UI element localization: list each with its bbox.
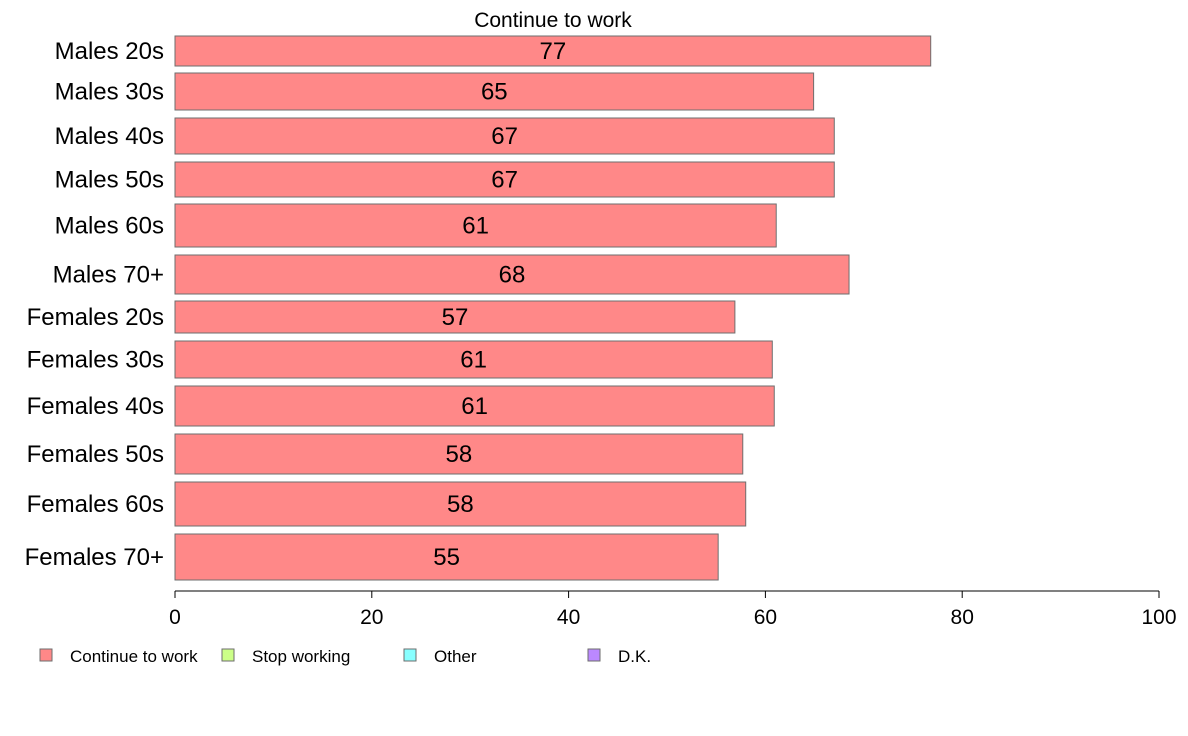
legend-label: Stop working (252, 647, 350, 666)
legend-swatch (221, 648, 235, 662)
bar-value-label: 65 (481, 79, 508, 106)
legend-swatch (403, 648, 417, 662)
legend-swatch (39, 648, 53, 662)
x-tick-label: 20 (360, 606, 383, 629)
category-label: Females 60s (27, 491, 164, 518)
bar (174, 433, 744, 475)
x-tick-label: 0 (169, 606, 181, 629)
bar-value-label: 57 (442, 304, 469, 331)
bars-group: 77 Males 20s 65 Males 30s 67 Males 40s 67 Males… (25, 35, 932, 581)
x-tick-label: 60 (754, 606, 777, 629)
bar-value-label: 68 (499, 262, 526, 289)
bar (174, 117, 835, 155)
category-label: Males 20s (55, 38, 164, 65)
bar (174, 533, 719, 581)
x-tick-label: 40 (557, 606, 580, 629)
bar-value-label: 61 (461, 393, 488, 420)
category-label: Males 40s (55, 123, 164, 150)
category-label: Females 50s (27, 441, 164, 468)
legend-label: D.K. (618, 647, 651, 666)
x-tick-label: 80 (951, 606, 974, 629)
legend-label: Other (434, 647, 477, 666)
bar (174, 300, 736, 334)
bar (174, 35, 932, 67)
bar (174, 254, 850, 295)
bar (174, 340, 773, 379)
category-label: Females 70+ (25, 544, 164, 571)
bar-value-label: 67 (491, 123, 518, 150)
bar-value-label: 61 (460, 347, 487, 374)
legend: Continue to work Stop working Other D.K. (39, 647, 651, 666)
bar-value-label: 61 (462, 213, 489, 240)
bar (174, 161, 835, 198)
bar (174, 481, 747, 527)
x-tick-label: 100 (1141, 606, 1176, 629)
category-label: Females 40s (27, 393, 164, 420)
category-label: Males 50s (55, 167, 164, 194)
bar-value-label: 77 (540, 38, 567, 65)
bar-value-label: 58 (446, 441, 473, 468)
legend-label: Continue to work (70, 647, 198, 666)
category-label: Males 30s (55, 79, 164, 106)
bar (174, 72, 815, 111)
category-label: Males 60s (55, 213, 164, 240)
category-label: Females 20s (27, 304, 164, 331)
category-label: Females 30s (27, 347, 164, 374)
bar-value-label: 58 (447, 491, 474, 518)
chart-title: Continue to work (474, 9, 632, 32)
bar-value-label: 67 (491, 167, 518, 194)
bar (174, 203, 777, 248)
bar (174, 385, 775, 427)
bar-value-label: 55 (433, 544, 460, 571)
category-label: Males 70+ (53, 262, 164, 289)
x-axis: 0 20 40 60 80 100 (169, 590, 1177, 629)
legend-swatch (587, 648, 601, 662)
